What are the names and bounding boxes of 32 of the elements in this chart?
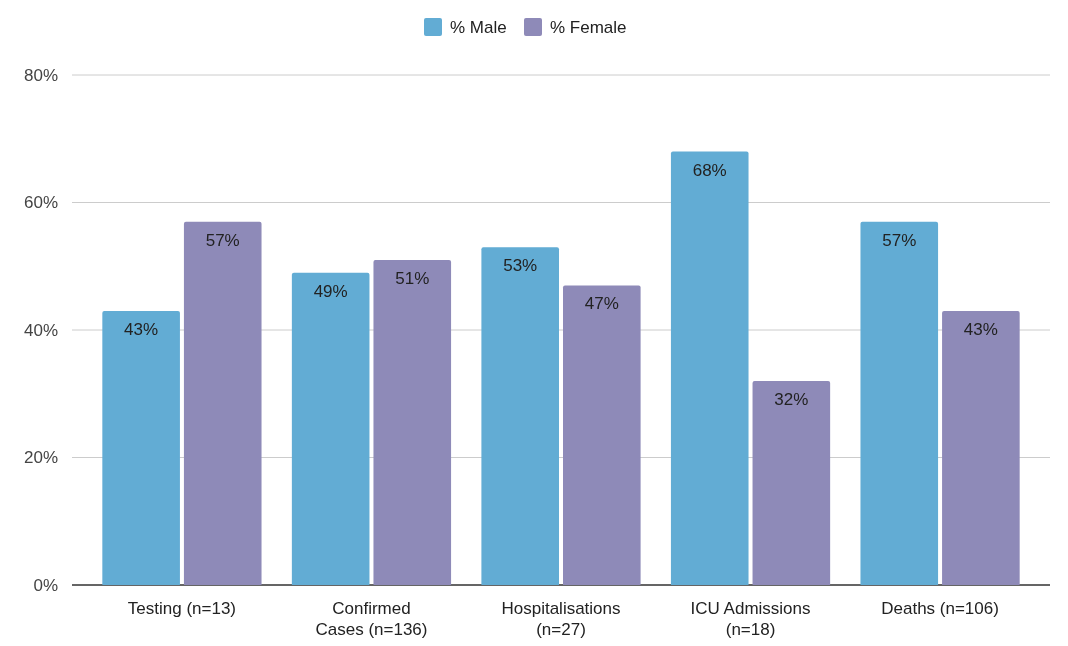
y-tick-label: 80% xyxy=(23,65,58,85)
data-label: 68% xyxy=(692,160,727,180)
y-tick-label: 40% xyxy=(23,320,58,340)
bar xyxy=(291,272,370,585)
data-label: 57% xyxy=(205,230,240,250)
bar xyxy=(860,221,939,585)
x-tick-label: Confirmed Cases (n=136) xyxy=(315,599,428,639)
bar xyxy=(183,221,262,585)
y-tick-label: 0% xyxy=(33,575,58,595)
legend-label: % Male xyxy=(450,17,507,37)
bar xyxy=(670,151,749,585)
data-label: 57% xyxy=(882,230,917,250)
bar xyxy=(481,247,559,585)
x-tick-label: ICU Admissions (n=18) xyxy=(690,599,811,639)
y-tick-label: 20% xyxy=(23,448,58,468)
x-tick-label: Hospitalisations (n=27) xyxy=(501,599,621,639)
x-tick-label: Deaths (n=106) xyxy=(881,599,999,618)
bar xyxy=(373,259,452,585)
bar xyxy=(942,310,1020,585)
data-label: 47% xyxy=(584,294,619,314)
y-tick-label: 60% xyxy=(23,193,58,213)
bar xyxy=(563,285,641,585)
data-label: 43% xyxy=(963,319,998,339)
data-label: 32% xyxy=(774,390,809,409)
data-label: 53% xyxy=(503,256,538,276)
x-tick-label: Testing (n=13) xyxy=(127,599,237,618)
legend-label: % Female xyxy=(550,17,627,37)
data-label: 49% xyxy=(313,281,348,301)
data-label: 43% xyxy=(124,319,159,339)
bar xyxy=(752,381,831,585)
bar xyxy=(102,310,180,585)
data-label: 51% xyxy=(395,268,430,288)
